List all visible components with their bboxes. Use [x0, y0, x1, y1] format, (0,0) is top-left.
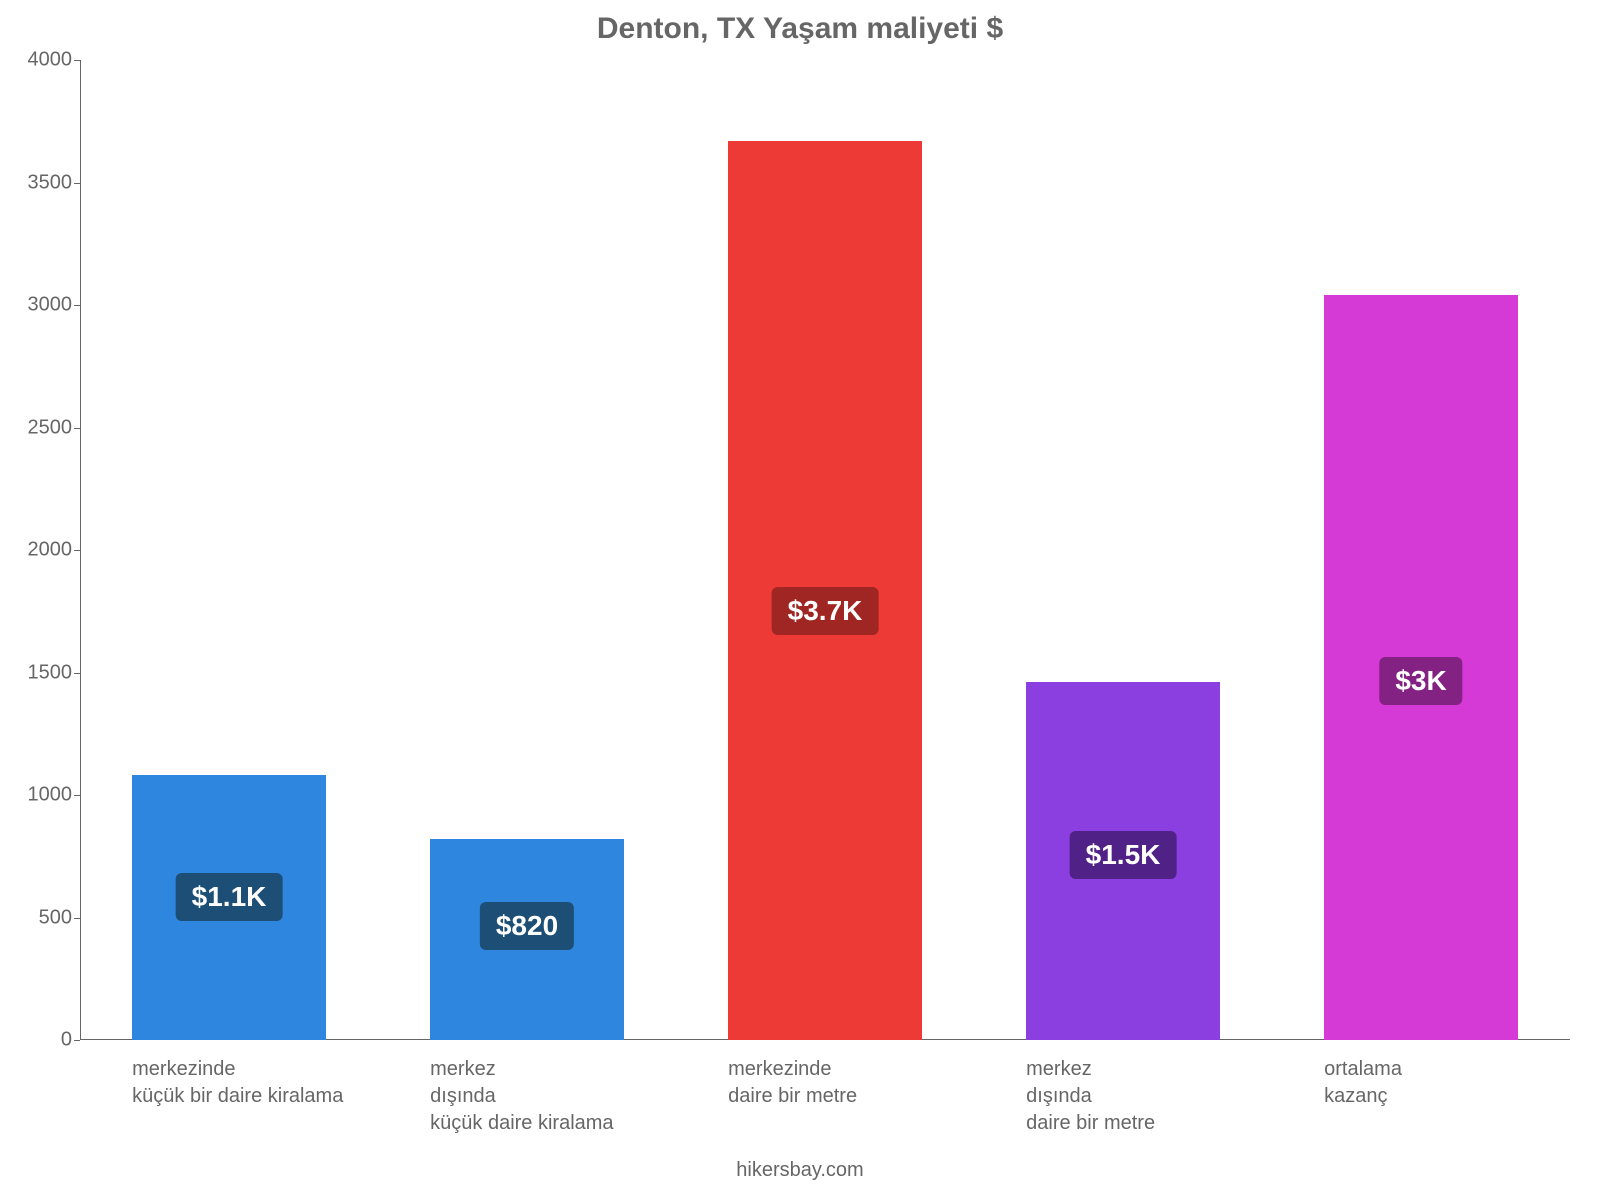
bar-value-label: $3.7K	[772, 587, 879, 635]
y-tick-label: 1500	[20, 661, 72, 684]
y-tick-mark	[74, 918, 80, 919]
y-tick-mark	[74, 550, 80, 551]
y-tick-mark	[74, 428, 80, 429]
y-tick-label: 3000	[20, 294, 72, 317]
chart-title: Denton, TX Yaşam maliyeti $	[0, 12, 1600, 46]
x-category-label: merkez dışında küçük daire kiralama	[430, 1056, 728, 1137]
x-category-label: ortalama kazanç	[1324, 1056, 1600, 1110]
y-tick-label: 500	[20, 906, 72, 929]
credit-text: hikersbay.com	[0, 1159, 1600, 1182]
bar-value-label: $1.5K	[1070, 831, 1177, 879]
x-category-label: merkezinde küçük bir daire kiralama	[132, 1056, 430, 1110]
y-axis-line	[80, 60, 81, 1040]
x-category-label: merkezinde daire bir metre	[728, 1056, 1026, 1110]
y-tick-mark	[74, 60, 80, 61]
bar-value-label: $1.1K	[176, 873, 283, 921]
bar-value-label: $3K	[1379, 657, 1462, 705]
y-tick-label: 0	[20, 1029, 72, 1052]
y-tick-label: 4000	[20, 49, 72, 72]
y-tick-label: 2000	[20, 539, 72, 562]
y-tick-label: 1000	[20, 784, 72, 807]
y-tick-mark	[74, 305, 80, 306]
y-tick-mark	[74, 1040, 80, 1041]
bar-value-label: $820	[480, 902, 574, 950]
x-category-label: merkez dışında daire bir metre	[1026, 1056, 1324, 1137]
y-tick-mark	[74, 183, 80, 184]
y-tick-mark	[74, 795, 80, 796]
y-tick-mark	[74, 673, 80, 674]
cost-of-living-chart: Denton, TX Yaşam maliyeti $ 050010001500…	[0, 0, 1600, 1200]
plot-area: 05001000150020002500300035004000$1.1Kmer…	[80, 60, 1570, 1040]
y-tick-label: 2500	[20, 416, 72, 439]
y-tick-label: 3500	[20, 171, 72, 194]
